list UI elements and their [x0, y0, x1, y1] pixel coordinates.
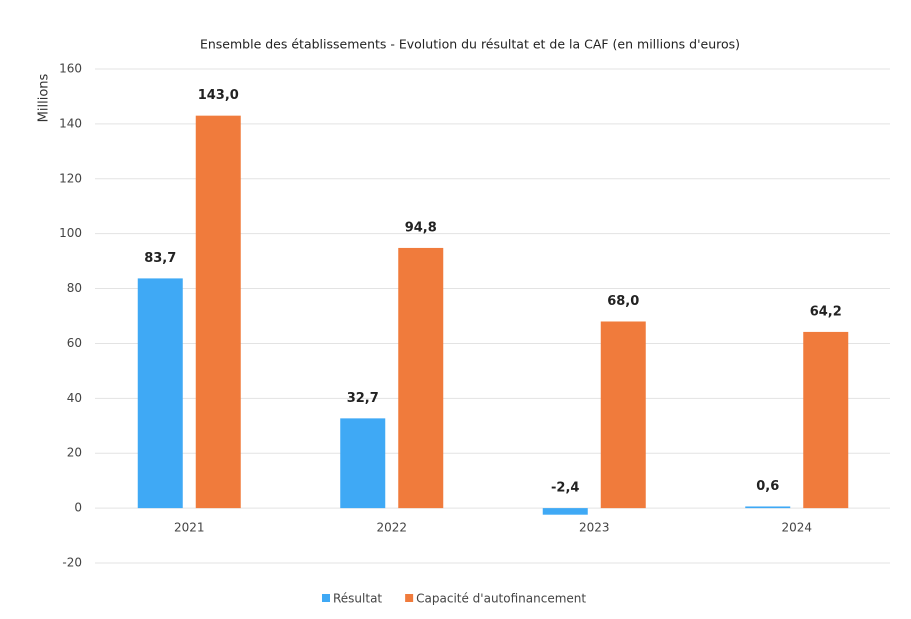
- x-tick-label: 2023: [579, 521, 610, 535]
- bar: [542, 508, 588, 515]
- y-tick-label: 80: [67, 281, 82, 295]
- value-label: 32,7: [347, 391, 379, 406]
- y-tick-label: -20: [62, 556, 82, 570]
- bar: [398, 247, 444, 509]
- value-label: 94,8: [405, 220, 437, 235]
- legend-swatch: [322, 594, 330, 602]
- bar: [137, 278, 183, 509]
- x-tick-label: 2022: [376, 521, 407, 535]
- y-tick-label: 40: [67, 391, 82, 405]
- y-axis-label: Millions: [37, 73, 52, 122]
- y-tick-label: 60: [67, 336, 82, 350]
- bar: [600, 321, 646, 509]
- value-label: 83,7: [144, 251, 176, 266]
- value-label: -2,4: [551, 481, 579, 496]
- bar: [803, 331, 849, 509]
- y-tick-label: 140: [59, 116, 82, 130]
- chart-title: Ensemble des établissements - Evolution …: [200, 37, 740, 52]
- value-label: 64,2: [810, 304, 842, 319]
- value-label: 0,6: [756, 479, 779, 494]
- y-tick-label: 100: [59, 226, 82, 240]
- x-tick-label: 2021: [174, 521, 205, 535]
- value-label: 68,0: [607, 294, 639, 309]
- legend-label: Capacité d'autofinancement: [416, 592, 586, 606]
- value-label: 143,0: [198, 88, 239, 103]
- bar: [195, 115, 241, 509]
- bar: [745, 506, 791, 509]
- legend-swatch: [405, 594, 414, 602]
- bar: [340, 418, 386, 509]
- y-tick-label: 120: [59, 171, 82, 185]
- y-tick-label: 20: [67, 446, 82, 460]
- legend-label: Résultat: [333, 592, 382, 606]
- y-tick-label: 160: [59, 62, 82, 76]
- x-tick-label: 2024: [781, 521, 812, 535]
- y-tick-label: 0: [74, 501, 82, 515]
